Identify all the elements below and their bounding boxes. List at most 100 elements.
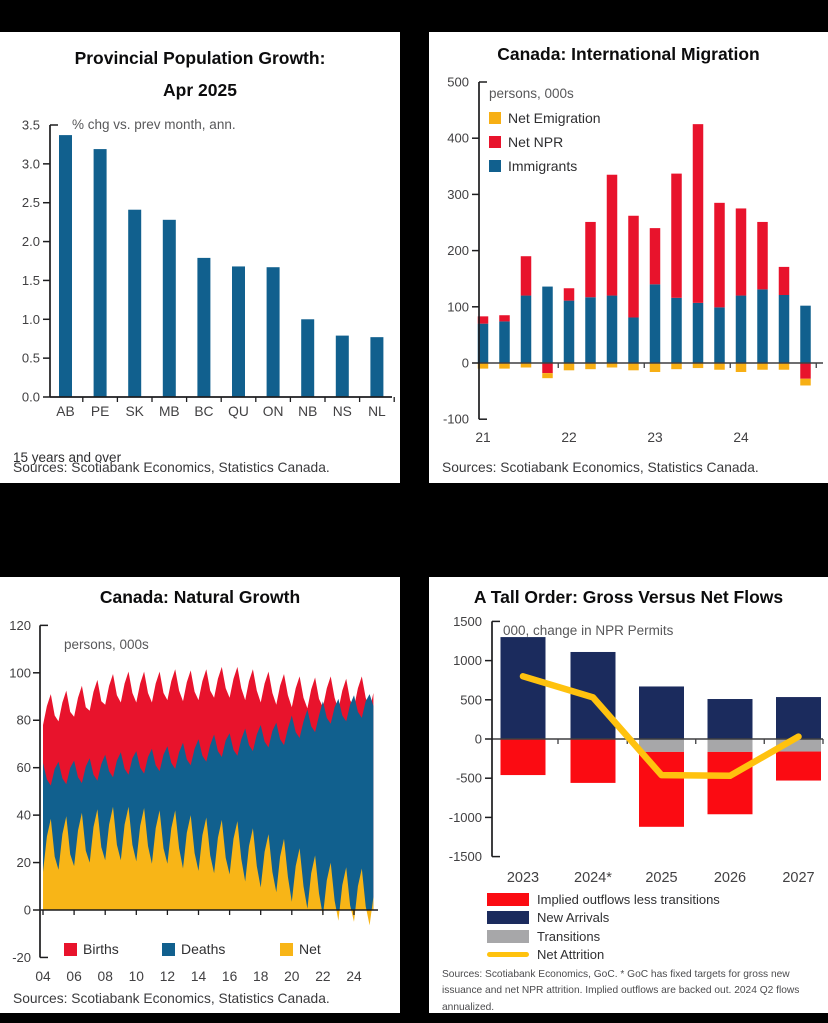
net-npr-swatch-icon [489,136,501,148]
svg-text:MB: MB [159,404,180,419]
svg-text:-1000: -1000 [449,810,482,825]
legend-item-immigrants: Immigrants [489,154,601,178]
chart-title-provincial: Provincial Population Growth: Apr 2025 [0,42,400,106]
svg-text:NS: NS [333,404,352,419]
svg-text:000, change in NPR Permits: 000, change in NPR Permits [503,623,674,638]
chart-sources-natural: Sources: Scotiabank Economics, Statistic… [13,991,330,1006]
svg-text:06: 06 [66,969,82,984]
net-emigration-swatch-icon [489,112,501,124]
svg-text:14: 14 [191,969,207,984]
chart-sources-provincial: Sources: Scotiabank Economics, Statistic… [13,460,330,475]
svg-text:10: 10 [129,969,145,984]
svg-text:NL: NL [368,404,386,419]
legend-item-net-emigration: Net Emigration [489,106,601,130]
svg-text:2027: 2027 [782,870,814,886]
migration-legend: persons, 000s Net Emigration Net NPR Imm… [489,86,601,178]
transitions-swatch-icon [487,929,529,943]
svg-text:500: 500 [447,75,469,90]
panel-natural-growth: Canada: Natural Growth 120 100 80 60 40 20 0 -2… [0,577,400,1013]
svg-text:20: 20 [284,969,300,984]
svg-text:04: 04 [35,969,51,984]
svg-text:24: 24 [346,969,362,984]
chart-footnote: 15 years and over [13,450,122,465]
title-line-1: Provincial Population Growth: [74,48,326,68]
legend-label: Deaths [181,941,226,957]
svg-text:2026: 2026 [714,870,746,886]
legend-label: Immigrants [508,158,578,174]
svg-text:0.5: 0.5 [22,351,40,366]
svg-text:PE: PE [91,404,109,419]
svg-text:60: 60 [17,760,31,775]
immigrants-swatch-icon [489,160,501,172]
svg-text:2.5: 2.5 [22,195,40,210]
implied-outflows-swatch-icon [487,892,529,906]
svg-text:20: 20 [17,855,31,870]
legend-item-transitions: Transitions [487,927,720,946]
svg-text:SK: SK [125,404,144,419]
svg-text:21: 21 [475,430,490,445]
legend-item-net-attrition: Net Attrition [487,946,720,965]
new-arrivals-swatch-icon [487,911,529,925]
legend-label: Net Attrition [537,947,605,963]
svg-text:-100: -100 [443,412,469,427]
svg-text:1.0: 1.0 [22,312,40,327]
svg-text:12: 12 [160,969,175,984]
svg-text:08: 08 [98,969,114,984]
svg-text:-1500: -1500 [449,849,482,864]
svg-text:-500: -500 [456,771,482,786]
chart-title-natural: Canada: Natural Growth [99,587,301,607]
flows-legend: Implied outflows less transitions New Ar… [487,890,720,964]
legend-label: Net NPR [508,134,564,150]
svg-text:QU: QU [228,404,249,419]
svg-text:3.5: 3.5 [22,118,40,133]
legend-label: Births [83,941,119,957]
svg-text:22: 22 [561,430,576,445]
svg-text:2025: 2025 [645,870,677,886]
svg-text:400: 400 [447,131,469,146]
legend-item-new-arrivals: New Arrivals [487,909,720,928]
title-line-2: Apr 2025 [163,80,237,100]
chart-title-migration: Canada: International Migration [497,44,760,64]
svg-text:24: 24 [733,430,749,445]
natural-growth-area-chart: 120 100 80 60 40 20 0 -20 04 06 08 10 12 14 16 18 20 22 24… [9,618,378,984]
svg-text:1000: 1000 [453,653,482,668]
panel-gross-versus-net-flows: A Tall Order: Gross Versus Net Flows 150… [429,577,828,1013]
net-attrition-line-swatch-icon [487,952,529,958]
panel-provincial-population-growth: Provincial Population Growth: Apr 2025 0… [0,32,400,483]
chart-title-flows: A Tall Order: Gross Versus Net Flows [473,587,784,607]
legend-label: Net Emigration [508,110,601,126]
migration-stacked-bar-chart: 500 400 300 200 100 0 -100 21 22 23 24 [443,75,823,445]
svg-text:% chg vs. prev month, ann.: % chg vs. prev month, ann. [72,117,236,132]
svg-text:BC: BC [194,404,213,419]
svg-text:0.0: 0.0 [22,390,40,405]
svg-text:22: 22 [315,969,330,984]
svg-text:ON: ON [263,404,284,419]
legend-item-implied-outflows: Implied outflows less transitions [487,890,720,909]
legend-label: Transitions [537,928,601,944]
svg-text:0: 0 [462,356,469,371]
svg-text:23: 23 [647,430,663,445]
unit-label-migration: persons, 000s [489,86,574,101]
svg-text:AB: AB [56,404,74,419]
svg-text:18: 18 [253,969,269,984]
legend-item-births: Births [64,941,119,957]
legend-item-net: Net [280,941,321,957]
svg-text:300: 300 [447,187,469,202]
svg-text:120: 120 [9,618,31,633]
legend-label: Net [299,941,321,957]
svg-text:-20: -20 [12,950,31,965]
svg-text:100: 100 [447,299,469,314]
svg-text:200: 200 [447,243,469,258]
legend-label: Implied outflows less transitions [537,891,720,907]
svg-text:NB: NB [298,404,317,419]
chart-sources-migration: Sources: Scotiabank Economics, Statistic… [442,460,759,475]
provincial-bar-chart: 0.0 0.5 1.0 1.5 2.0 2.5 3.0 3.5 AB PE SK MB BC QU ON NB… [22,117,395,419]
svg-text:3.0: 3.0 [22,156,40,171]
svg-text:2023: 2023 [507,870,539,886]
legend-item-deaths: Deaths [162,941,225,957]
svg-text:2.0: 2.0 [22,234,40,249]
svg-text:40: 40 [17,808,31,823]
svg-text:0: 0 [24,903,31,918]
births-swatch-icon [64,942,77,956]
